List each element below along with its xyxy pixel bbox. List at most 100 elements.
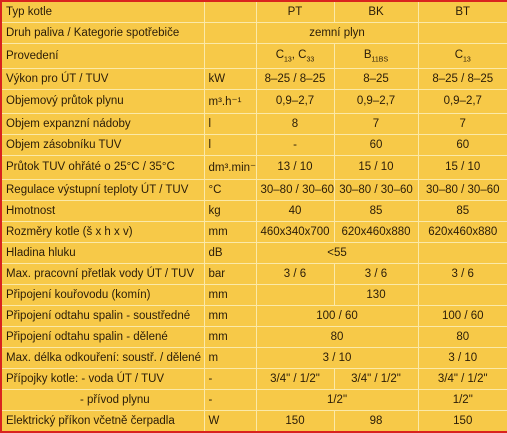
unit: mm	[203, 304, 257, 327]
row-label: Hladina hluku	[0, 241, 205, 264]
row-label: Připojení odtahu spalin - dělené	[0, 325, 205, 348]
value-cell: -	[255, 133, 335, 156]
table-row: Připojení kouřovodu (komín) mm 130	[0, 283, 507, 306]
table-row: Hladina hluku dB <55	[0, 241, 507, 264]
value-cell: 8	[255, 113, 335, 135]
row-label: Max. délka odkouření: soustř. / dělené	[0, 346, 205, 369]
value-cell: 7	[333, 113, 419, 135]
subscript: 13	[284, 56, 292, 64]
unit: kW	[203, 67, 257, 90]
table-row: Objem expanzní nádoby l 8 7 7	[0, 113, 507, 135]
empty-cell	[417, 241, 507, 264]
text: C	[454, 48, 463, 61]
row-label: Regulace výstupní teploty ÚT / TUV	[0, 179, 205, 202]
value-cell: 3 / 6	[417, 262, 507, 285]
value-cell: BT	[417, 0, 507, 24]
value-cell: 0,9–2,7	[255, 88, 335, 115]
value-cell: 3/4" / 1/2"	[255, 367, 335, 390]
table-row: Elektrický příkon včetně čerpadla W 150 98 1…	[0, 409, 507, 433]
value-cell: C13, C33	[255, 43, 335, 69]
row-label: Typ kotle	[0, 0, 205, 24]
row-label: Rozměry kotle (š x h x v)	[0, 220, 205, 243]
value-cell: 100 / 60	[417, 304, 507, 327]
value-cell: 3 / 6	[333, 262, 419, 285]
table-row: Hmotnost kg 40 85 85	[0, 200, 507, 222]
unit: kg	[203, 200, 257, 222]
value-cell: 3 / 10	[417, 346, 507, 369]
empty-cell	[417, 22, 507, 45]
row-label: Elektrický příkon včetně čerpadla	[0, 409, 205, 433]
table-row: Objem zásobníku TUV l -60 60	[0, 133, 507, 156]
value-cell: 620x460x880	[417, 220, 507, 243]
table-row: Výkon pro ÚT / TUV kW 8–25 / 8–25 8–25 8–25 …	[0, 67, 507, 90]
value-cell: 30–80 / 30–60	[255, 179, 335, 202]
value-cell: 60	[417, 133, 507, 156]
table-row: Typ kotle PT BK BT	[0, 0, 507, 24]
table-row: Max. délka odkouření: soustř. / dělené m 3…	[0, 346, 507, 369]
row-label: Připojení kouřovodu (komín)	[0, 283, 205, 306]
value-cell: 98	[333, 409, 419, 433]
table-row: Regulace výstupní teploty ÚT / TUV °C 30–8…	[0, 179, 507, 202]
table-row: Max. pracovní přetlak vody ÚT / TUV bar 3 …	[0, 262, 507, 285]
value-cell: 3 / 6	[255, 262, 335, 285]
value-cell: 3/4" / 1/2"	[333, 367, 419, 390]
unit	[203, 22, 257, 45]
unit: m	[203, 346, 257, 369]
value-cell: 8–25 / 8–25	[417, 67, 507, 90]
subscript: 11BS	[371, 56, 389, 64]
unit: -	[203, 367, 257, 390]
value-cell: 1/2"	[255, 388, 419, 411]
value-cell: 460x340x700	[255, 220, 335, 243]
unit: mm	[203, 220, 257, 243]
value-cell: 40	[255, 200, 335, 222]
unit: m³.h⁻¹	[203, 88, 257, 115]
table-row: Připojení odtahu spalin - dělené mm 80 80	[0, 325, 507, 348]
row-label: Objemový průtok plynu	[0, 88, 205, 115]
value-cell: 620x460x880	[333, 220, 419, 243]
value-cell: 1/2"	[417, 388, 507, 411]
subscript: 13	[463, 56, 471, 64]
value-cell: 100 / 60	[255, 304, 419, 327]
row-label: Druh paliva / Kategorie spotřebiče	[0, 22, 205, 45]
unit	[203, 0, 257, 24]
table-row: Druh paliva / Kategorie spotřebiče zemní …	[0, 22, 507, 45]
value-cell: 3 / 10	[255, 346, 419, 369]
table-row: Průtok TUV ohřáté o 25°C / 35°C dm³.min⁻¹…	[0, 154, 507, 181]
value-cell: PT	[255, 0, 335, 24]
value-cell: 8–25 / 8–25	[255, 67, 335, 90]
unit: °C	[203, 179, 257, 202]
row-label: Hmotnost	[0, 200, 205, 222]
unit: dB	[203, 241, 257, 264]
text: B	[363, 48, 372, 61]
unit: dm³.min⁻¹	[203, 154, 257, 181]
value-cell: B11BS	[333, 43, 419, 69]
text: C	[275, 48, 284, 61]
row-label: Průtok TUV ohřáté o 25°C / 35°C	[0, 154, 205, 181]
value-cell: 60	[333, 133, 419, 156]
value-cell: 3/4" / 1/2"	[417, 367, 507, 390]
table-row: - přívod plynu -1/2" 1/2"	[0, 388, 507, 411]
row-label: Objem expanzní nádoby	[0, 113, 205, 135]
value-cell: 85	[417, 200, 507, 222]
value-cell: C13	[417, 43, 507, 69]
value-cell: 30–80 / 30–60	[333, 179, 419, 202]
unit: l	[203, 133, 257, 156]
table-row: Přípojky kotle: - voda ÚT / TUV -3/4" / 1…	[0, 367, 507, 390]
unit: W	[203, 409, 257, 433]
row-label: - přívod plynu	[0, 388, 205, 411]
value-cell: 85	[333, 200, 419, 222]
row-label: Provedení	[0, 43, 205, 69]
row-label: Přípojky kotle: - voda ÚT / TUV	[0, 367, 205, 390]
value-cell: 0,9–2,7	[417, 88, 507, 115]
value-cell: 30–80 / 30–60	[417, 179, 507, 202]
value-cell: 130	[333, 283, 419, 306]
unit	[203, 43, 257, 69]
row-label: Max. pracovní přetlak vody ÚT / TUV	[0, 262, 205, 285]
unit: mm	[203, 283, 257, 306]
value-cell: 8–25	[333, 67, 419, 90]
value-cell: 80	[417, 325, 507, 348]
value-cell: 150	[255, 409, 335, 433]
row-label: Objem zásobníku TUV	[0, 133, 205, 156]
